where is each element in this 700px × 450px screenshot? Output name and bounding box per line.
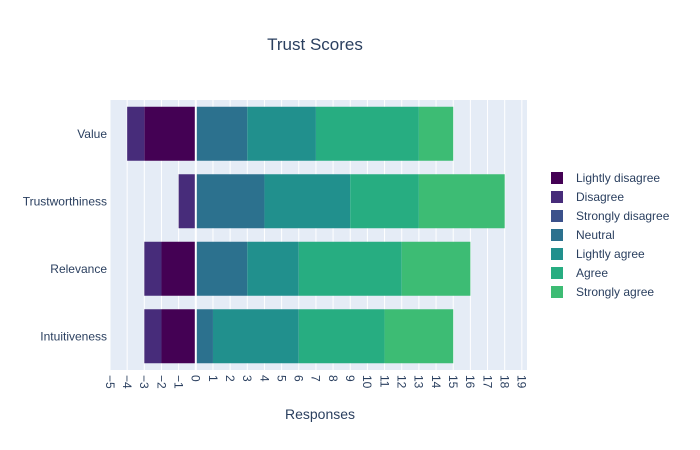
legend[interactable]: Lightly disagree Disagree Strongly disagre…: [551, 171, 670, 299]
x-tick-label-9: 4: [257, 375, 271, 382]
bar-intuitiveness-lightly-disagree[interactable]: [161, 309, 196, 364]
y-label-intuitiveness: Intuitiveness: [40, 329, 107, 343]
bar-value-strongly-agree[interactable]: [418, 106, 454, 161]
x-tick-label-8: 3: [240, 375, 254, 382]
legend-label: Strongly agree: [576, 285, 654, 299]
legend-label: Lightly disagree: [576, 171, 660, 185]
bar-relevance-neutral[interactable]: [195, 241, 248, 296]
bar-trustworthiness-agree[interactable]: [350, 174, 419, 229]
legend-label: Neutral: [576, 228, 615, 242]
x-tick-label-13: 8: [326, 375, 340, 382]
legend-item-lightly-agree[interactable]: Lightly agree: [551, 247, 645, 261]
x-axis-ticks: −5 −4 −3 −2 −1 0 1 2 3 4 5 6 7 8 9 10 11 12 13 14 15 16 17 18 19: [103, 375, 529, 389]
bar-value-lightly-agree[interactable]: [247, 106, 316, 161]
x-tick-label-17: 12: [395, 375, 409, 389]
x-tick-label-10: 5: [274, 375, 288, 382]
x-tick-label-19: 14: [429, 375, 443, 389]
x-tick-label-2: −3: [137, 375, 151, 389]
legend-swatch: [551, 172, 563, 184]
y-axis-labels: Intuitiveness Relevance Trustworthiness Val…: [23, 127, 108, 344]
bar-intuitiveness-agree[interactable]: [298, 309, 385, 364]
legend-label: Agree: [576, 266, 608, 280]
x-tick-label-20: 15: [446, 375, 460, 389]
bar-relevance-lightly-agree[interactable]: [247, 241, 299, 296]
bar-relevance-strongly-agree[interactable]: [401, 241, 471, 296]
legend-label: Disagree: [576, 190, 624, 204]
bar-intuitiveness-lightly-agree[interactable]: [212, 309, 299, 364]
y-label-relevance: Relevance: [50, 262, 107, 276]
bar-relevance-lightly-disagree[interactable]: [161, 241, 196, 296]
bar-value-neutral[interactable]: [195, 106, 248, 161]
x-tick-label-1: −4: [120, 375, 134, 389]
legend-swatch: [551, 229, 563, 241]
bars: [127, 106, 505, 364]
legend-swatch: [551, 210, 563, 222]
bar-trustworthiness-lightly-agree[interactable]: [264, 174, 351, 229]
x-tick-label-24: 19: [515, 375, 529, 389]
legend-label: Strongly disagree: [576, 209, 670, 223]
legend-item-lightly-disagree[interactable]: Lightly disagree: [551, 171, 660, 185]
bar-relevance-disagree[interactable]: [144, 241, 162, 296]
bar-trustworthiness-neutral[interactable]: [195, 174, 265, 229]
legend-label: Lightly agree: [576, 247, 645, 261]
x-tick-label-23: 18: [497, 375, 511, 389]
x-tick-label-5: 0: [189, 375, 203, 382]
legend-swatch: [551, 267, 563, 279]
legend-swatch: [551, 191, 563, 203]
legend-item-agree[interactable]: Agree: [551, 266, 608, 280]
x-tick-label-14: 9: [343, 375, 357, 382]
bar-trustworthiness-disagree[interactable]: [178, 174, 196, 229]
bar-trustworthiness-strongly-agree[interactable]: [418, 174, 505, 229]
y-label-trustworthiness: Trustworthiness: [23, 194, 107, 208]
legend-item-disagree[interactable]: Disagree: [551, 190, 624, 204]
x-tick-label-7: 2: [223, 375, 237, 382]
x-tick-label-0: −5: [103, 375, 117, 389]
x-tick-label-18: 13: [412, 375, 426, 389]
bar-value-lightly-disagree[interactable]: [144, 106, 196, 161]
x-tick-label-15: 10: [360, 375, 374, 389]
x-tick-label-21: 16: [463, 375, 477, 389]
bar-intuitiveness-disagree[interactable]: [144, 309, 162, 364]
x-tick-label-4: −1: [171, 375, 185, 389]
x-tick-label-6: 1: [206, 375, 220, 382]
legend-swatch: [551, 286, 563, 298]
y-label-value: Value: [77, 127, 107, 141]
bar-relevance-agree[interactable]: [298, 241, 402, 296]
x-axis-title: Responses: [285, 406, 355, 422]
bar-intuitiveness-strongly-agree[interactable]: [384, 309, 454, 364]
x-tick-label-16: 11: [377, 375, 391, 388]
bar-value-agree[interactable]: [315, 106, 419, 161]
x-tick-label-3: −2: [154, 375, 168, 389]
legend-swatch: [551, 248, 563, 260]
legend-item-strongly-disagree[interactable]: Strongly disagree: [551, 209, 670, 223]
bar-intuitiveness-neutral[interactable]: [195, 309, 213, 364]
bar-value-disagree[interactable]: [127, 106, 145, 161]
x-tick-label-11: 6: [292, 375, 306, 382]
chart-title: Trust Scores: [267, 35, 363, 54]
x-tick-label-22: 17: [480, 375, 494, 389]
legend-item-neutral[interactable]: Neutral: [551, 228, 615, 242]
legend-item-strongly-agree[interactable]: Strongly agree: [551, 285, 654, 299]
x-tick-label-12: 7: [309, 375, 323, 382]
